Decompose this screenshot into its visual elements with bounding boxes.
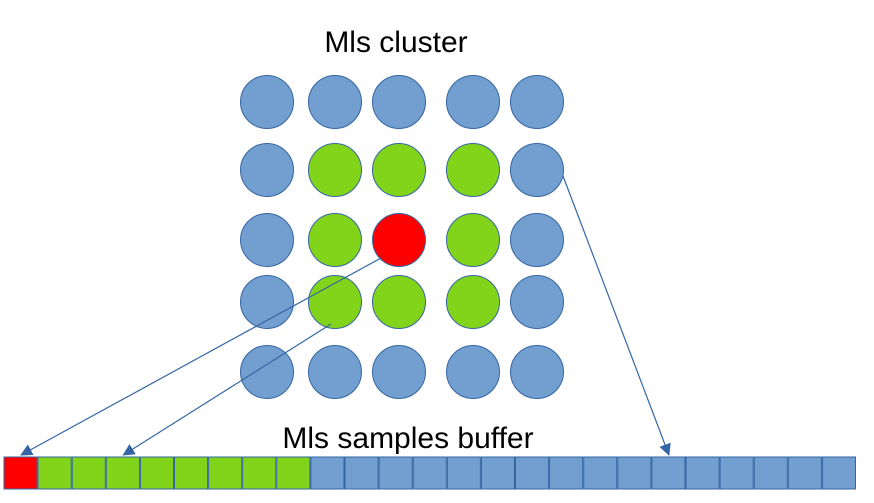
buffer-cell-green: [71, 456, 106, 490]
cluster-sample-blue: [308, 345, 362, 399]
buffer-cell-blue: [719, 456, 754, 490]
cluster-sample-blue: [240, 345, 294, 399]
samples-buffer: [3, 456, 857, 490]
cluster-sample-blue: [372, 75, 426, 129]
buffer-cell-blue: [821, 456, 857, 490]
buffer-cell-blue: [480, 456, 515, 490]
cluster-sample-blue: [446, 345, 500, 399]
buffer-cell-blue: [378, 456, 413, 490]
buffer-cell-green: [208, 456, 243, 490]
cluster-sample-blue: [240, 213, 294, 267]
buffer-cell-blue: [549, 456, 584, 490]
cluster-grid: [240, 75, 564, 399]
buffer-cell-green: [37, 456, 72, 490]
cluster-sample-blue: [510, 275, 564, 329]
cluster-sample-blue: [240, 143, 294, 197]
cluster-sample-green: [308, 143, 362, 197]
cluster-sample-red: [372, 213, 426, 267]
cluster-sample-green: [372, 275, 426, 329]
cluster-title: Mls cluster: [324, 26, 467, 59]
buffer-cell-green: [174, 456, 209, 490]
buffer-cell-blue: [685, 456, 720, 490]
cluster-sample-blue: [240, 75, 294, 129]
buffer-cell-blue: [651, 456, 686, 490]
cluster-sample-blue: [372, 345, 426, 399]
cluster-sample-green: [446, 213, 500, 267]
buffer-cell-green: [242, 456, 277, 490]
cluster-sample-green: [446, 143, 500, 197]
cluster-sample-green: [308, 275, 362, 329]
buffer-cell-blue: [310, 456, 345, 490]
cluster-sample-green: [308, 213, 362, 267]
cluster-sample-blue: [446, 75, 500, 129]
buffer-cell-green: [276, 456, 311, 490]
buffer-cell-green: [139, 456, 174, 490]
cluster-sample-blue: [308, 75, 362, 129]
cluster-sample-blue: [510, 213, 564, 267]
mapping-arrow: [562, 175, 671, 456]
cluster-sample-blue: [510, 143, 564, 197]
buffer-cell-blue: [753, 456, 788, 490]
cluster-sample-green: [446, 275, 500, 329]
buffer-cell-green: [105, 456, 140, 490]
buffer-cell-blue: [787, 456, 822, 490]
cluster-sample-blue: [240, 275, 294, 329]
buffer-cell-blue: [583, 456, 618, 490]
mapping-arrow: [122, 323, 332, 456]
cluster-sample-blue: [510, 345, 564, 399]
mapping-arrows: [20, 175, 671, 456]
buffer-cell-blue: [617, 456, 652, 490]
buffer-cell-blue: [446, 456, 481, 490]
mapping-arrow: [20, 257, 382, 456]
cluster-sample-green: [372, 143, 426, 197]
buffer-cell-blue: [344, 456, 379, 490]
buffer-title: Mls samples buffer: [282, 422, 533, 455]
buffer-cell-blue: [515, 456, 550, 490]
buffer-cell-blue: [412, 456, 447, 490]
cluster-sample-blue: [510, 75, 564, 129]
buffer-cell-red: [3, 456, 38, 490]
